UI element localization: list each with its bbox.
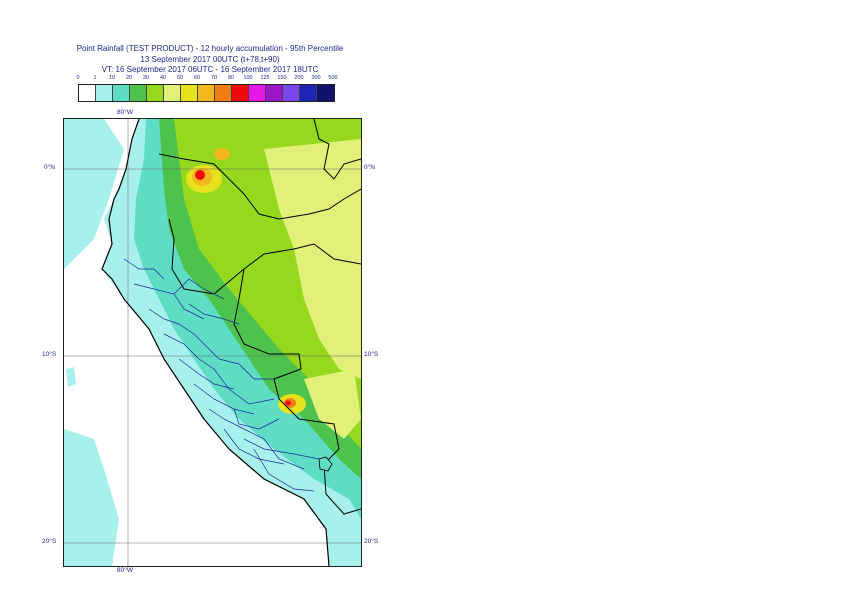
rainfall-map <box>63 118 362 567</box>
legend-swatch-13 <box>300 85 317 101</box>
legend-swatch-3 <box>130 85 147 101</box>
legend-tick-14: 300 <box>311 75 321 81</box>
legend-swatch-1 <box>96 85 113 101</box>
rain-cell-ecuador-core <box>195 170 205 180</box>
legend-swatch-8 <box>215 85 232 101</box>
map-canvas <box>64 119 361 566</box>
legend-tick-6: 50 <box>176 75 184 81</box>
offshore-rain-patch <box>66 367 76 387</box>
map-subtitle-validity: VT: 16 September 2017 06UTC - 16 Septemb… <box>101 65 319 74</box>
land-rain-paleyellow-south <box>304 369 361 439</box>
rain-cell-north <box>214 148 230 160</box>
lat-label-10s-left: 10°S <box>42 351 57 358</box>
legend-tick-5: 40 <box>159 75 167 81</box>
legend-tick-15: 500 <box>328 75 338 81</box>
legend-tick-1: 1 <box>93 75 97 81</box>
legend-swatch-14 <box>317 85 334 101</box>
department-boundaries <box>123 258 320 492</box>
lat-label-0-right: 0°N <box>364 164 375 171</box>
land-rain-paleyellow <box>264 139 361 379</box>
lat-label-20s-right: 20°S <box>364 538 379 545</box>
lake-titicaca <box>318 456 333 472</box>
legend-swatch-9 <box>232 85 249 101</box>
legend-swatch-5 <box>164 85 181 101</box>
legend-tick-2: 10 <box>108 75 116 81</box>
legend-tick-3: 20 <box>125 75 133 81</box>
lat-label-0-left: 0°N <box>44 164 55 171</box>
map-title: Point Rainfall (TEST PRODUCT) - 12 hourl… <box>76 44 344 53</box>
legend-swatch-11 <box>266 85 283 101</box>
legend-swatch-12 <box>283 85 300 101</box>
offshore-rain-south <box>64 429 119 566</box>
legend-tick-4: 30 <box>142 75 150 81</box>
legend-tick-7: 60 <box>193 75 201 81</box>
legend-tick-11: 125 <box>260 75 270 81</box>
border-colombia-east <box>313 119 361 180</box>
legend-swatch-2 <box>113 85 130 101</box>
rain-cell-madre-peak <box>285 400 291 406</box>
coastline <box>101 119 330 566</box>
lon-label-bottom: 80°W <box>117 567 133 574</box>
offshore-rain-north <box>64 119 124 269</box>
legend-swatch-4 <box>147 85 164 101</box>
lon-label-top: 80°W <box>117 109 133 116</box>
legend-tick-10: 100 <box>243 75 253 81</box>
legend-swatch-7 <box>198 85 215 101</box>
border-peru-brazil-bolivia <box>233 268 361 515</box>
map-subtitle-run: 13 September 2017 00UTC (t+78,t+90) <box>140 55 280 64</box>
rainfall-color-legend <box>78 84 335 102</box>
lat-label-20s-left: 20°S <box>42 538 57 545</box>
legend-swatch-0 <box>79 85 96 101</box>
lat-label-10s-right: 10°S <box>364 351 379 358</box>
border-ecuador-colombia <box>158 153 361 220</box>
legend-tick-8: 70 <box>210 75 218 81</box>
legend-tick-0: 0 <box>76 75 80 81</box>
legend-tick-13: 200 <box>294 75 304 81</box>
legend-swatch-6 <box>181 85 198 101</box>
legend-swatch-10 <box>249 85 266 101</box>
legend-tick-12: 150 <box>277 75 287 81</box>
legend-tick-labels: 0 1 10 20 30 40 50 60 70 80 100 125 150 200 300 500 <box>72 75 362 85</box>
legend-tick-9: 80 <box>227 75 235 81</box>
